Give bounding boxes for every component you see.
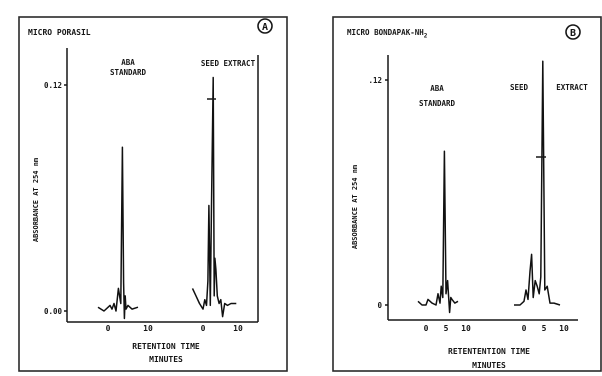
panel-b-y-tick-label-0: 0 [377, 301, 382, 310]
panel-a-traces [97, 76, 237, 320]
panel-b-frame [332, 16, 602, 372]
panel-b-series-1-x-tick-2: 10 [461, 324, 471, 333]
panel-a-y-axis-label: ABSORBANCE AT 254 nm [32, 158, 40, 242]
panel-a-trace-2 [191, 76, 237, 318]
panel-a-series-2-x-tick-1: 10 [233, 324, 243, 333]
panel-b-letter-circle [565, 24, 581, 40]
panel-a-series-1-label-line-1: ABA [121, 58, 135, 67]
panel-b-series-2-x-tick-2: 10 [559, 324, 569, 333]
panel-a-letter: A [262, 22, 268, 33]
panel-a-series-2-x-tick-0: 0 [201, 324, 206, 333]
panel-b-x-axis-label: RETENTENTION TIME [448, 347, 530, 356]
panel-b-trace-1 [417, 150, 459, 314]
panel-a-trace-1 [97, 146, 139, 320]
panel-b-series-1-x-tick-1: 5 [444, 324, 449, 333]
panel-b-y-axis-label: ABSORBANCE AT 254 nm [351, 165, 359, 249]
panel-a-series-2-label: SEED EXTRACT [201, 59, 256, 68]
panel-b-series-1-x-tick-0: 0 [424, 324, 429, 333]
panel-b-series-2-x-tick-0: 0 [522, 324, 527, 333]
panel-b-trace-2 [514, 60, 561, 306]
panel-b-series-1-label-line-1: ABA [430, 84, 444, 93]
panel-a-letter-circle [257, 18, 273, 34]
panel-a-y-tick-label-0: 0.00 [44, 307, 63, 316]
panel-b-series-2-label-line-1: SEED [510, 83, 529, 92]
panel-b-x-ticks: 0 5 10 0 5 10 [424, 324, 569, 333]
panel-a-x-ticks: 0 10 0 10 [106, 324, 243, 333]
panel-a-frame [18, 16, 288, 372]
panel-b-y-ticks: 0.12 [368, 76, 388, 310]
panel-a-x-axis-label: RETENTION TIME [132, 342, 200, 351]
panel-b-series-2-x-tick-1: 5 [542, 324, 547, 333]
panel-b: MICRO BONDAPAK-NH2 B ABA STANDARD SEED E… [332, 16, 602, 372]
panel-b-title-text: MICRO BONDAPAK-NH [347, 28, 424, 37]
panel-a: MICRO PORASIL A ABA STANDARD SEED EXTRAC… [18, 16, 288, 372]
panel-a-title: MICRO PORASIL [28, 28, 91, 37]
panel-b-title: MICRO BONDAPAK-NH2 [347, 28, 428, 40]
panel-b-x-axis-unit: MINUTES [472, 361, 506, 370]
panel-b-traces [417, 60, 561, 314]
panel-a-series-1-label-line-2: STANDARD [110, 68, 147, 77]
panel-b-series-1-label-line-2: STANDARD [419, 99, 456, 108]
panel-a-y-ticks: 0.00 0.12 [44, 81, 67, 316]
panel-b-title-subscript: 2 [424, 33, 428, 40]
panel-a-series-1-x-tick-0: 0 [106, 324, 111, 333]
panel-a-y-tick-label-1: 0.12 [44, 81, 62, 90]
panel-b-letter: B [570, 28, 576, 39]
panel-a-x-axis-unit: MINUTES [149, 355, 183, 364]
panel-b-y-tick-label-1: .12 [368, 76, 382, 85]
panel-a-series-1-x-tick-1: 10 [143, 324, 153, 333]
panel-b-series-2-label-line-2: EXTRACT [556, 83, 588, 92]
